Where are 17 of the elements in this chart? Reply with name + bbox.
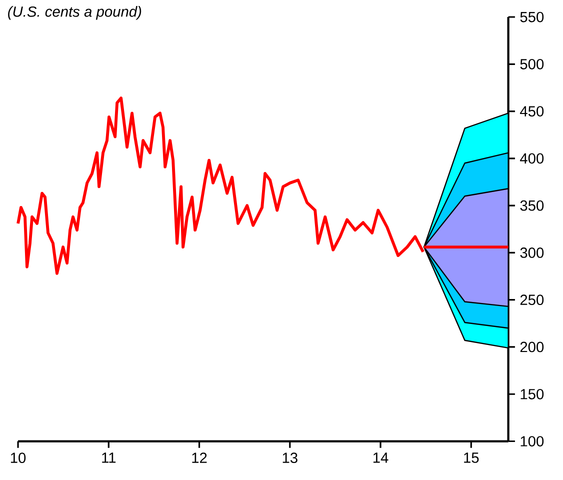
annotation: (U.S. cents a pound) bbox=[8, 6, 142, 20]
y-tick-label: 150 bbox=[520, 388, 544, 400]
y-tick-label: 550 bbox=[520, 12, 544, 22]
y-tick-label: 300 bbox=[520, 247, 544, 258]
x-tick-label: 12 bbox=[192, 452, 207, 463]
y-tick-label: 400 bbox=[520, 153, 544, 164]
y-tick-label: 100 bbox=[520, 436, 544, 446]
y-tick-label: 200 bbox=[520, 342, 544, 352]
y-tick-label: 450 bbox=[520, 106, 544, 116]
x-tick-label: 10 bbox=[10, 452, 26, 463]
y-tick-label: 500 bbox=[520, 58, 544, 70]
x-tick-label: 11 bbox=[102, 452, 116, 463]
y-tick-label: 350 bbox=[520, 200, 544, 211]
x-tick-label: 13 bbox=[282, 452, 298, 463]
x-tick-label: 15 bbox=[464, 452, 479, 463]
x-tick-label: 14 bbox=[373, 452, 388, 463]
y-tick-label: 250 bbox=[520, 294, 544, 305]
